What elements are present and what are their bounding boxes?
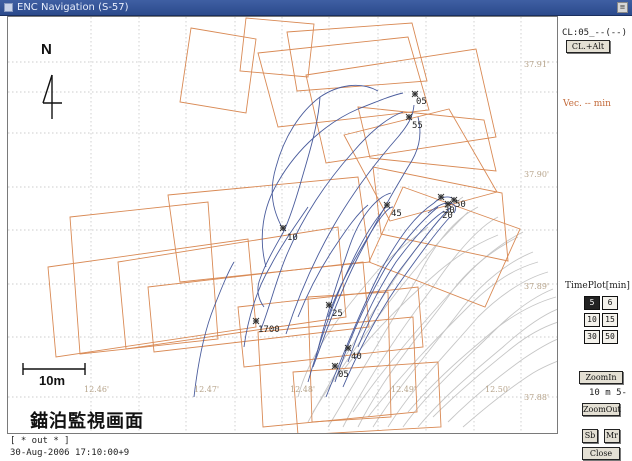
lat-label: 37.90' — [524, 170, 550, 179]
status-datetime: 30-Aug-2006 17:10:00+9 — [10, 448, 130, 458]
gray-track-lines — [297, 196, 557, 428]
lat-label: 37.89' — [524, 282, 550, 291]
orange-track-polygons — [47, 17, 521, 433]
timeplot-label: TimePlot[min] — [565, 281, 630, 291]
window-control-button[interactable]: ≡ — [617, 2, 628, 13]
point-label: 05 — [416, 97, 427, 107]
zoom-in-button[interactable]: ZoomIn — [579, 371, 623, 384]
window-title: ENC Navigation (S-57) — [17, 2, 129, 13]
timeplot-6-button[interactable]: 6 — [602, 296, 618, 310]
point-label: 1700 — [258, 325, 280, 335]
zoom-level-readout: 10 m 5- — [589, 388, 627, 398]
point-label: 40 — [351, 352, 362, 362]
course-alt-button[interactable]: CL.+Alt — [566, 40, 610, 53]
screen-title: 錨泊監視画面 — [30, 411, 144, 432]
timeplot-30-button[interactable]: 30 — [584, 330, 600, 344]
scale-bar — [22, 363, 86, 375]
point-label: 55 — [412, 121, 423, 131]
point-label: 25 — [332, 309, 343, 319]
title-bar: ENC Navigation (S-57) ≡ — [0, 0, 632, 16]
scale-label: 10m — [39, 373, 66, 388]
point-label: 30 — [444, 206, 455, 216]
sb-button[interactable]: Sb — [582, 429, 598, 443]
point-label: 20 — [442, 211, 453, 221]
app-icon — [4, 3, 13, 12]
lon-label: 12.48' — [290, 385, 316, 394]
point-label: 45 — [391, 209, 402, 219]
timeplot-10-button[interactable]: 10 — [584, 313, 600, 327]
course-readout: CL:05_--(--) — [562, 28, 628, 38]
timeplot-15-button[interactable]: 15 — [602, 313, 618, 327]
status-out-text: [ * out * ] — [10, 436, 70, 446]
lat-label: 37.88' — [524, 393, 550, 402]
point-label: 50 — [455, 200, 466, 210]
vector-readout: Vec. -- min — [563, 99, 611, 109]
lon-label: 12.47' — [194, 385, 220, 394]
north-label: N — [41, 41, 52, 58]
blue-track-lines — [193, 84, 457, 398]
timeplot-50-button[interactable]: 50 — [602, 330, 618, 344]
close-button[interactable]: Close — [582, 447, 620, 460]
map-view[interactable]: N 10m 錨泊監視画面 37.91' 37.90' 37.89' 37.88'… — [7, 16, 558, 434]
lon-label: 12.49' — [391, 385, 417, 394]
point-label: 10 — [287, 233, 298, 243]
zoom-out-button[interactable]: ZoomOut — [582, 403, 621, 416]
lon-label: 12.46' — [84, 385, 110, 394]
map-canvas[interactable] — [8, 17, 558, 434]
mr-button[interactable]: Mr — [604, 429, 620, 443]
timeplot-5-button[interactable]: 5 — [584, 296, 600, 310]
north-arrow-icon — [42, 74, 62, 119]
point-label: 05 — [338, 370, 349, 380]
lat-label: 37.91' — [524, 60, 550, 69]
track-point-markers — [252, 90, 458, 370]
lon-label: 12.50' — [485, 385, 511, 394]
